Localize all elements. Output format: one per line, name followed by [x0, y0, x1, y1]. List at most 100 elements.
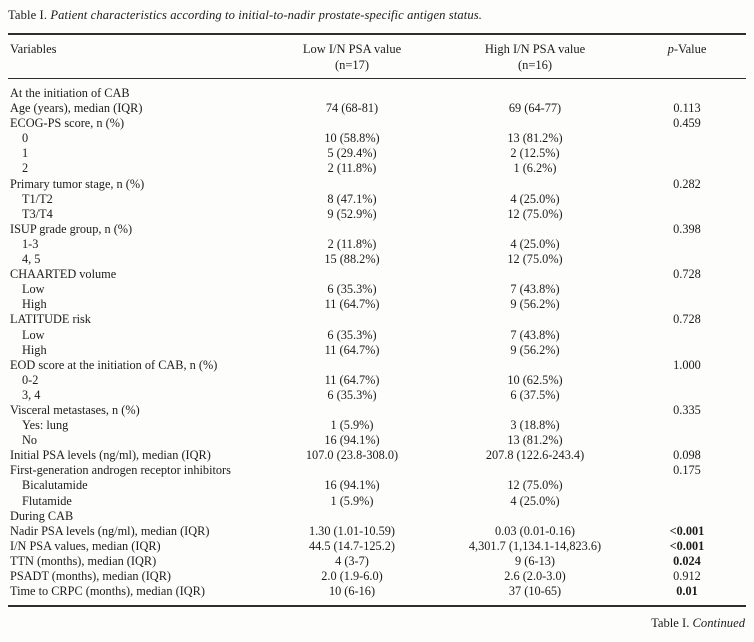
- row-high-value: 4 (25.0%): [510, 493, 560, 508]
- row-low-value: 5 (29.4%): [327, 146, 377, 161]
- row-p-value: <0.001: [669, 538, 705, 553]
- table-row: Time to CRPC (months), median (IQR) 10 (6…: [8, 584, 746, 606]
- row-variable: Low: [22, 282, 45, 297]
- row-p-value: <0.001: [669, 523, 705, 538]
- header-p-suffix: -Value: [673, 42, 707, 56]
- row-p-value: [628, 373, 746, 388]
- row-high-value: 207.8 (122.6-243.4): [485, 448, 585, 463]
- row-variable: 0: [22, 131, 29, 146]
- header-high-group: High I/N PSA value (n=16): [442, 34, 628, 79]
- row-p-value: [628, 433, 746, 448]
- table-caption: Table I. Patient characteristics accordi…: [8, 6, 746, 33]
- row-high-value: 13 (81.2%): [507, 433, 563, 448]
- table-row: Bicalutamide 16 (94.1%) 12 (75.0%): [8, 478, 746, 493]
- row-p-value: 0.175: [673, 463, 701, 478]
- row-p-value: 0.01: [676, 584, 698, 599]
- header-high-line2: (n=16): [517, 58, 553, 72]
- header-p-italic: p: [667, 42, 674, 56]
- row-high-value: 9 (56.2%): [510, 297, 560, 312]
- row-high-value: [442, 509, 628, 524]
- row-low-value: [262, 116, 442, 131]
- table-row: CHAARTED volume 0.728: [8, 267, 746, 282]
- row-low-value: 4 (3-7): [335, 553, 369, 568]
- continued-note: Table I. Continued: [8, 607, 746, 631]
- row-low-value: 2 (11.8%): [327, 161, 377, 176]
- row-p-value: [628, 478, 746, 493]
- header-row: Variables Low I/N PSA value (n=17) High …: [8, 34, 746, 79]
- row-variable: Time to CRPC (months), median (IQR): [10, 584, 205, 599]
- row-variable: 1: [22, 146, 29, 161]
- row-low-value: [262, 312, 442, 327]
- table-row: Initial PSA levels (ng/ml), median (IQR)…: [8, 448, 746, 463]
- row-low-value: [262, 267, 442, 282]
- table-row: Age (years), median (IQR) 74 (68-81) 69 (6…: [8, 101, 746, 116]
- row-high-value: 1 (6.2%): [513, 161, 557, 176]
- header-low-group: Low I/N PSA value (n=17): [262, 34, 442, 79]
- row-high-value: [442, 463, 628, 478]
- row-low-value: 6 (35.3%): [327, 387, 377, 402]
- row-p-value: [628, 388, 746, 403]
- row-low-value: [262, 509, 442, 524]
- row-low-value: 16 (94.1%): [324, 478, 380, 493]
- row-low-value: [262, 177, 442, 192]
- row-low-value: 6 (35.3%): [327, 282, 377, 297]
- row-low-value: 10 (58.8%): [324, 131, 380, 146]
- caption-text: Patient characteristics according to ini…: [50, 8, 483, 22]
- table-row: High 11 (64.7%) 9 (56.2%): [8, 343, 746, 358]
- row-variable: Age (years), median (IQR): [10, 101, 143, 116]
- table-row: EOD score at the initiation of CAB, n (%…: [8, 358, 746, 373]
- table-row: No 16 (94.1%) 13 (81.2%): [8, 433, 746, 448]
- row-low-value: 8 (47.1%): [327, 191, 377, 206]
- header-low-line2: (n=17): [334, 58, 370, 72]
- table-row: During CAB: [8, 509, 746, 524]
- row-p-value: 0.728: [673, 312, 701, 327]
- row-high-value: 6 (37.5%): [510, 387, 560, 402]
- row-variable: High: [22, 297, 47, 312]
- row-high-value: 2.6 (2.0-3.0): [504, 569, 566, 583]
- row-low-value: 44.5 (14.7-125.2): [308, 538, 396, 553]
- row-high-value: [442, 358, 628, 373]
- row-p-value: [628, 207, 746, 222]
- row-p-value: [628, 161, 746, 176]
- row-low-value: 11 (64.7%): [324, 297, 380, 312]
- table-row: ISUP grade group, n (%) 0.398: [8, 222, 746, 237]
- row-variable: No: [22, 433, 38, 448]
- table-row: ECOG-PS score, n (%) 0.459: [8, 116, 746, 131]
- row-high-value: 12 (75.0%): [507, 252, 563, 267]
- row-p-value: 0.459: [673, 116, 701, 131]
- row-high-value: 4,301.7 (1,134.1-14,823.6): [468, 538, 602, 553]
- row-low-value: 1.30 (1.01-10.59): [308, 523, 396, 538]
- table-row: Flutamide 1 (5.9%) 4 (25.0%): [8, 494, 746, 509]
- row-p-value: [628, 297, 746, 312]
- row-variable: PSADT (months), median (IQR): [10, 569, 171, 583]
- row-high-value: [442, 116, 628, 131]
- table-row: TTN (months), median (IQR) 4 (3-7) 9 (6-13…: [8, 554, 746, 569]
- row-low-value: 107.0 (23.8-308.0): [305, 448, 399, 463]
- row-variable: I/N PSA values, median (IQR): [10, 538, 161, 553]
- row-p-value: 0.282: [673, 176, 701, 191]
- row-high-value: 10 (62.5%): [507, 372, 563, 387]
- row-variable: ISUP grade group, n (%): [10, 221, 133, 236]
- row-low-value: [262, 463, 442, 478]
- table-row: 1-3 2 (11.8%) 4 (25.0%): [8, 237, 746, 252]
- row-low-value: 1 (5.9%): [330, 418, 374, 433]
- table-row: 4, 5 15 (88.2%) 12 (75.0%): [8, 252, 746, 267]
- row-variable: 4, 5: [22, 252, 41, 267]
- row-variable: Low: [22, 327, 45, 342]
- table-row: High 11 (64.7%) 9 (56.2%): [8, 297, 746, 312]
- row-low-value: 1 (5.9%): [330, 493, 374, 508]
- row-variable: At the initiation of CAB: [10, 86, 130, 100]
- row-low-value: 6 (35.3%): [327, 327, 377, 342]
- row-variable: Nadir PSA levels (ng/ml), median (IQR): [10, 523, 210, 538]
- row-high-value: 7 (43.8%): [510, 282, 560, 297]
- continued-label: Table I.: [651, 616, 693, 631]
- row-p-value: 1.000: [673, 357, 701, 372]
- row-high-value: 9 (6-13): [515, 553, 555, 568]
- row-p-value: 0.398: [673, 221, 701, 236]
- table-row: Low 6 (35.3%) 7 (43.8%): [8, 328, 746, 343]
- row-high-value: 0.03 (0.01-0.16): [495, 523, 575, 538]
- table-row: 0 10 (58.8%) 13 (81.2%): [8, 131, 746, 146]
- row-p-value: [628, 418, 746, 433]
- row-variable: T1/T2: [22, 191, 53, 206]
